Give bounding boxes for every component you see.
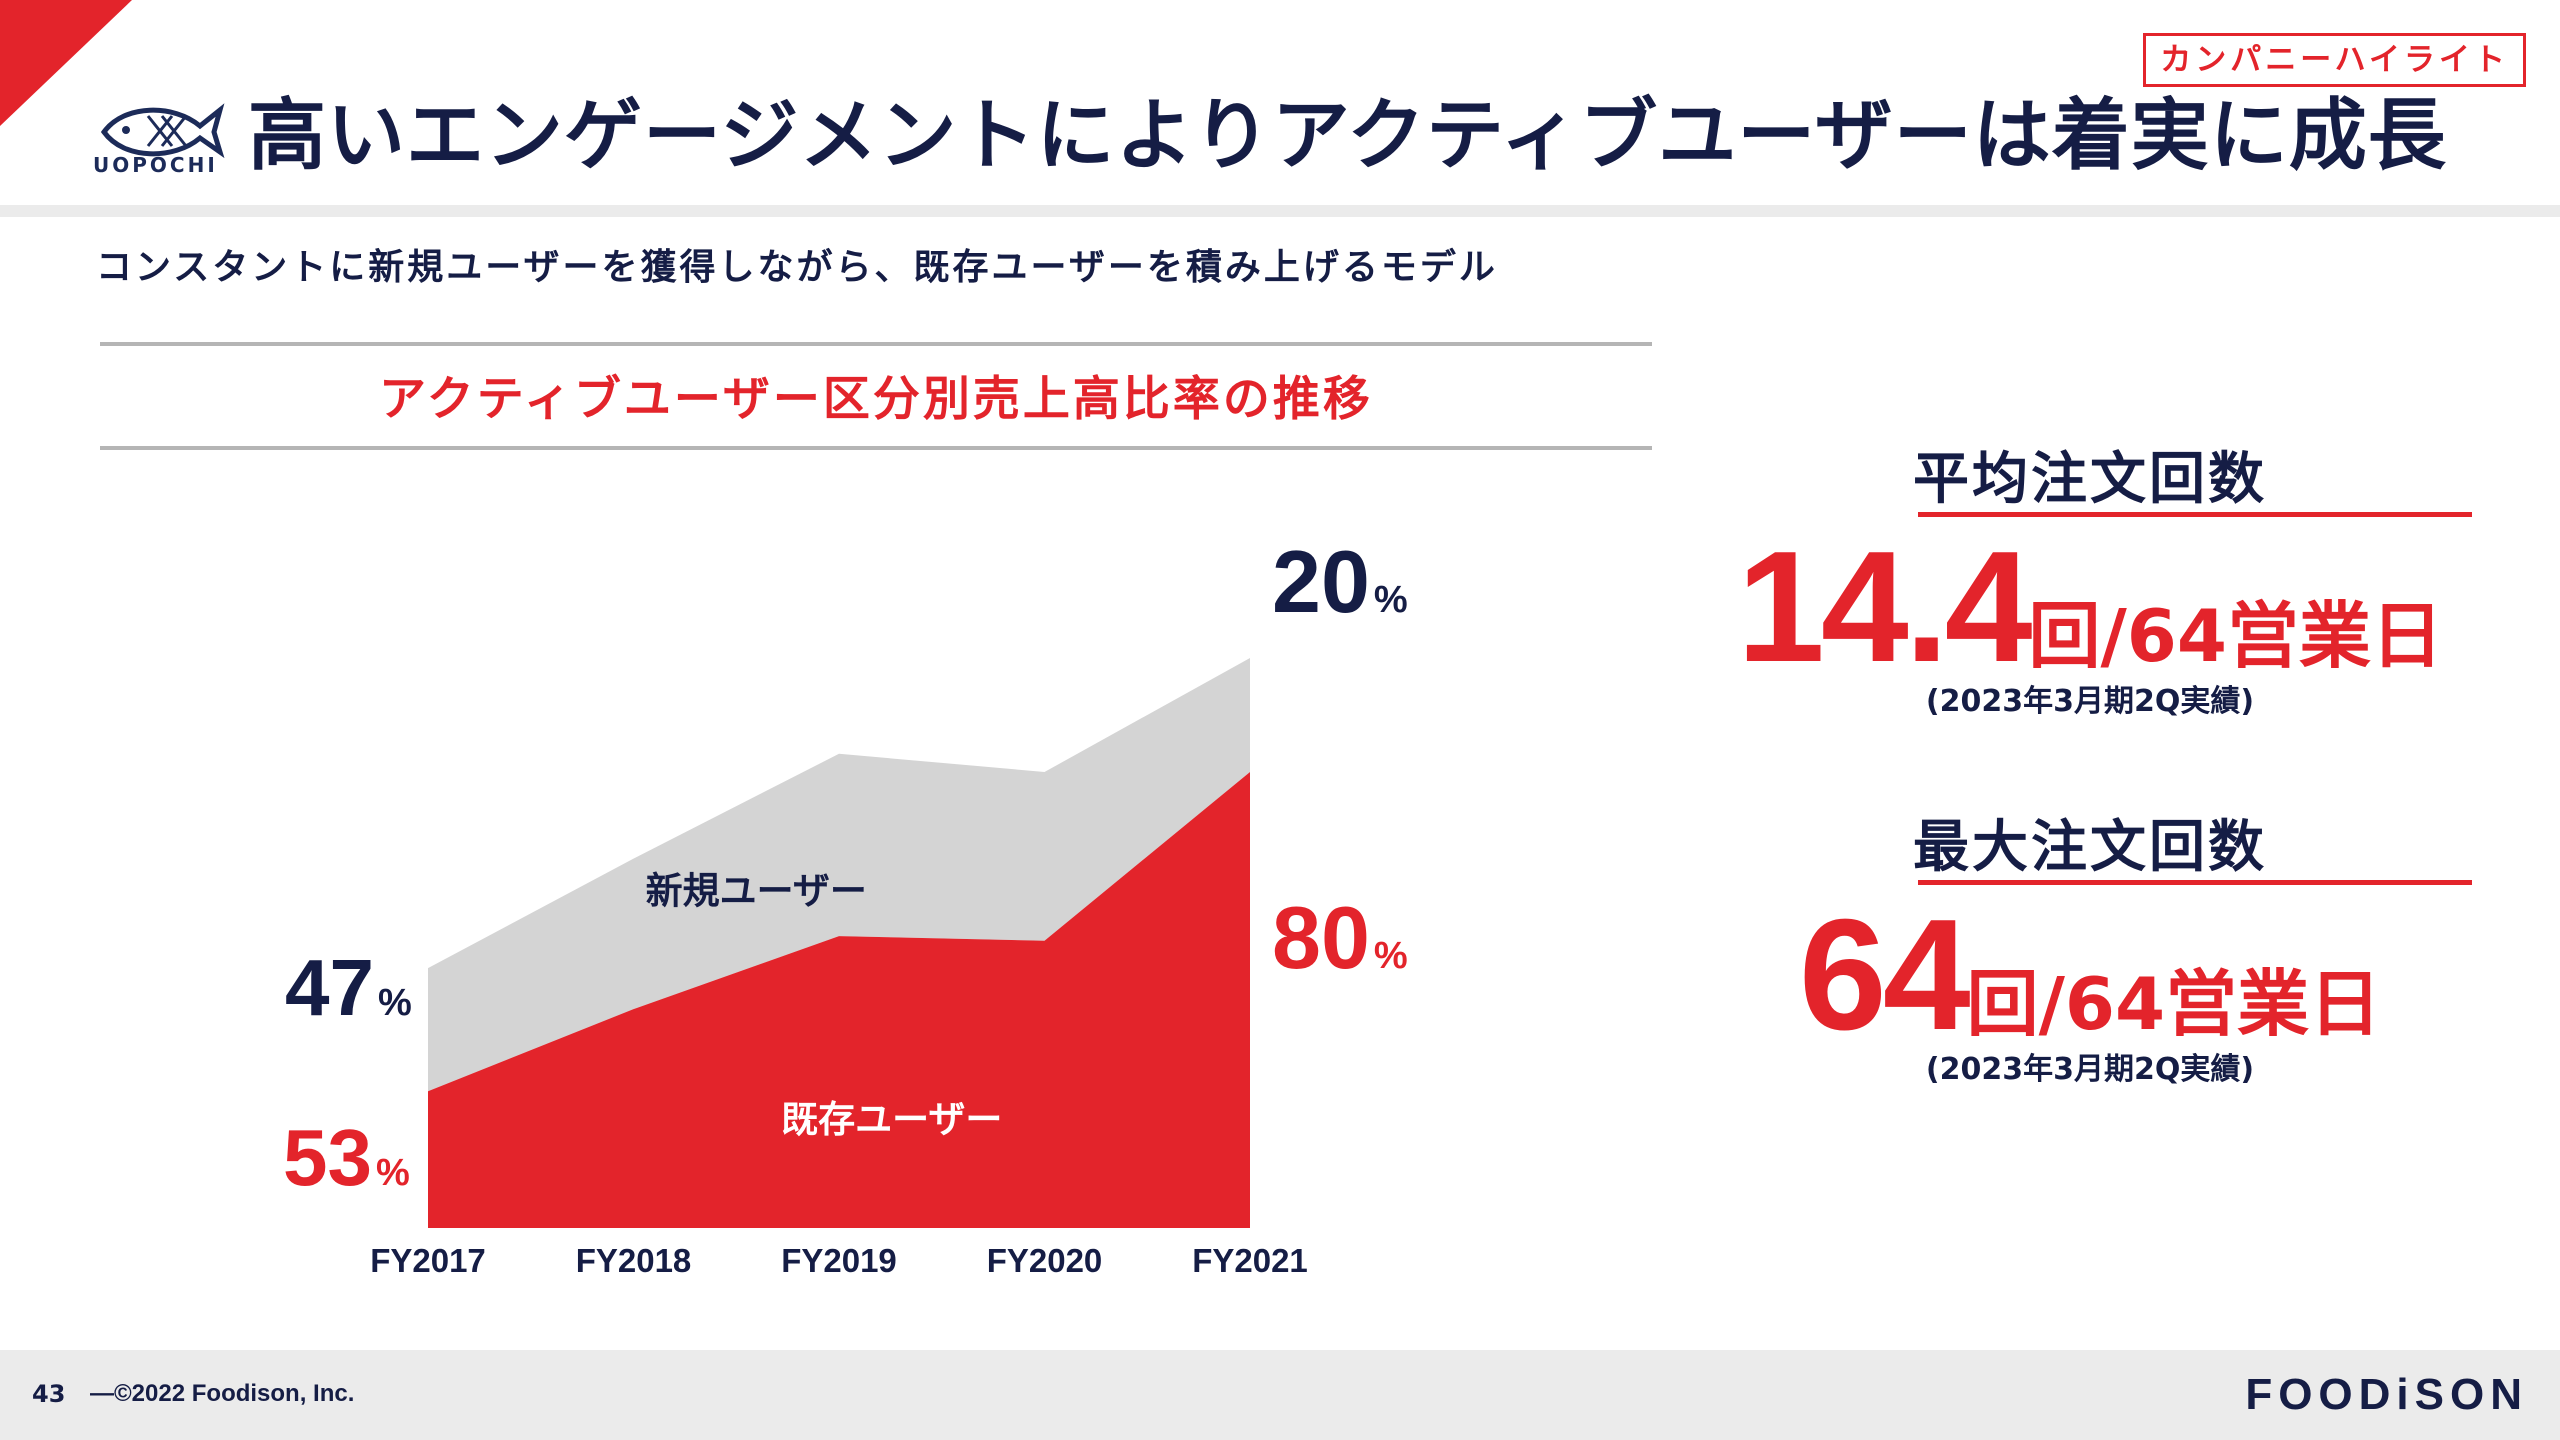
footer-bar <box>0 1350 2560 1440</box>
x-tick-label: FY2017 <box>370 1242 486 1279</box>
brand-logo: FOODiSON <box>2245 1370 2528 1419</box>
x-tick-label: FY2020 <box>987 1242 1103 1279</box>
metric-note-max: (2023年3月期2Q実績) <box>1925 1052 2255 1087</box>
start-pct-existing: 53% <box>283 1113 410 1202</box>
page-number: 43 <box>32 1380 66 1408</box>
section-tag: カンパニーハイライト <box>2143 33 2526 87</box>
fish-logo-icon <box>100 103 225 159</box>
metric-label-max: 最大注文回数 <box>1913 815 2267 880</box>
series-label-existing-users: 既存ユーザー <box>781 1098 1002 1141</box>
start-pct-new: 47% <box>285 943 412 1032</box>
series-label-new-users: 新規ユーザー <box>646 869 867 912</box>
chart-title-rule-top <box>100 342 1652 346</box>
page-subtitle: コンスタントに新規ユーザーを獲得しながら、既存ユーザーを積み上げるモデル <box>96 247 1498 288</box>
chart-title-rule-bottom <box>100 446 1652 450</box>
metric-value-max: 64回/64営業日 <box>1798 887 2382 1063</box>
copyright: ―©2022 Foodison, Inc. <box>90 1380 355 1407</box>
page-title: 高いエンゲージメントによりアクティブユーザーは着実に成長 <box>248 91 2447 181</box>
chart-title: アクティブユーザー区分別売上高比率の推移 <box>379 372 1373 427</box>
header-divider <box>0 205 2560 217</box>
area-new-users <box>428 658 1250 1092</box>
metric-underline-average <box>1918 512 2472 517</box>
area-chart: 新規ユーザー 既存ユーザー FY2017 FY2018 FY2019 FY2020 FY… <box>370 658 1308 1279</box>
logo-text: UOPOCHI <box>93 153 218 177</box>
metric-underline-max <box>1918 880 2472 885</box>
end-pct-new: 20% <box>1272 532 1408 631</box>
x-tick-label: FY2018 <box>576 1242 692 1279</box>
metric-value-average: 14.4回/64営業日 <box>1736 519 2443 695</box>
metric-note-average: (2023年3月期2Q実績) <box>1925 684 2255 719</box>
end-pct-existing: 80% <box>1272 888 1408 987</box>
corner-accent <box>0 0 132 126</box>
metric-label-average: 平均注文回数 <box>1913 447 2267 512</box>
x-tick-label: FY2021 <box>1192 1242 1308 1279</box>
area-existing-users <box>428 772 1250 1228</box>
x-tick-label: FY2019 <box>781 1242 897 1279</box>
